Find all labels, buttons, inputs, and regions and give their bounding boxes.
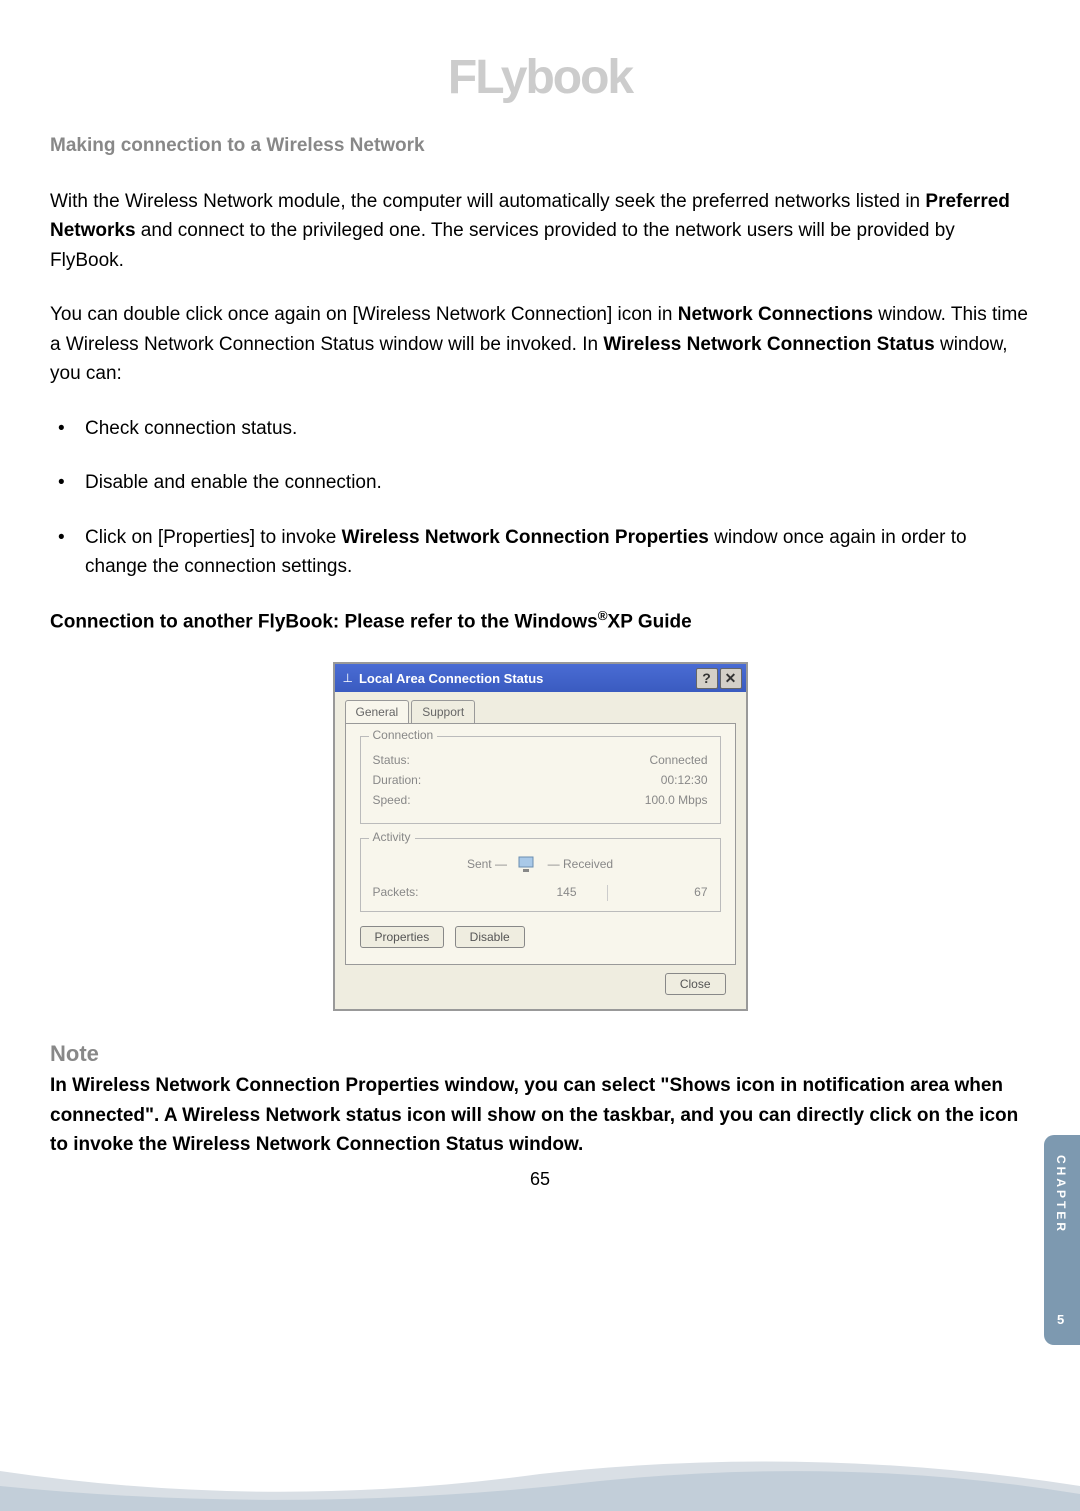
dialog-title: Local Area Connection Status: [359, 671, 694, 686]
sub-a: Connection to another FlyBook: Please re…: [50, 612, 598, 633]
para2-a: You can double click once again on [Wire…: [50, 304, 678, 325]
bullet-2: Disable and enable the connection.: [50, 468, 1030, 497]
connection-fieldset: Connection Status: Connected Duration: 0…: [360, 736, 721, 824]
para1-pre: With the Wireless Network module, the co…: [50, 191, 925, 212]
bullet3-bold: Wireless Network Connection Properties: [342, 527, 709, 548]
status-label: Status:: [373, 753, 410, 767]
status-value: Connected: [649, 753, 707, 767]
sub-heading: Connection to another FlyBook: Please re…: [50, 606, 1030, 637]
sub-sup: ®: [598, 608, 608, 623]
tab-support[interactable]: Support: [411, 700, 475, 723]
status-row: Status: Connected: [373, 753, 708, 767]
section-title: Making connection to a Wireless Network: [50, 135, 1030, 157]
disable-button[interactable]: Disable: [455, 926, 525, 948]
para2-b2: Wireless Network Connection Status: [603, 334, 934, 355]
activity-fieldset: Activity Sent — — Received Packets: 145: [360, 838, 721, 912]
page-number: 65: [50, 1169, 1030, 1190]
note-heading: Note: [50, 1041, 1030, 1067]
speed-row: Speed: 100.0 Mbps: [373, 793, 708, 807]
bullet-3: Click on [Properties] to invoke Wireless…: [50, 523, 1030, 582]
speed-value: 100.0 Mbps: [645, 793, 708, 807]
activity-legend: Activity: [369, 830, 415, 844]
duration-label: Duration:: [373, 773, 422, 787]
packets-divider: [607, 885, 608, 901]
bullet-list: Check connection status. Disable and ena…: [50, 414, 1030, 582]
packets-sent: 145: [507, 885, 597, 901]
help-button[interactable]: ?: [696, 668, 718, 689]
titlebar[interactable]: ⊥ Local Area Connection Status ? ✕: [335, 664, 746, 692]
logo-text: FLybook: [448, 51, 632, 104]
tabs: General Support: [345, 700, 736, 724]
packets-received: 67: [618, 885, 708, 901]
speed-label: Speed:: [373, 793, 411, 807]
paragraph-2: You can double click once again on [Wire…: [50, 300, 1030, 388]
connection-icon: ⊥: [343, 671, 353, 685]
logo: FLybook: [50, 50, 1030, 105]
dialog-button-row: Properties Disable: [360, 926, 721, 948]
chapter-side-tab: CHAPTER 5: [1044, 1135, 1080, 1345]
close-row: Close: [345, 965, 736, 999]
activity-header: Sent — — Received: [373, 855, 708, 875]
dialog-body: General Support Connection Status: Conne…: [335, 692, 746, 1009]
bullet3-a: Click on [Properties] to invoke: [85, 527, 342, 548]
packets-row: Packets: 145 67: [373, 885, 708, 901]
network-activity-icon: [516, 855, 538, 875]
properties-button[interactable]: Properties: [360, 926, 445, 948]
connection-status-dialog: ⊥ Local Area Connection Status ? ✕ Gener…: [333, 662, 748, 1011]
sub-b: XP Guide: [608, 612, 692, 633]
duration-row: Duration: 00:12:30: [373, 773, 708, 787]
duration-value: 00:12:30: [661, 773, 708, 787]
close-icon-button[interactable]: ✕: [720, 668, 742, 689]
bullet-1: Check connection status.: [50, 414, 1030, 443]
connection-legend: Connection: [369, 728, 438, 742]
received-label: Received: [563, 857, 613, 871]
paragraph-1: With the Wireless Network module, the co…: [50, 187, 1030, 275]
note-body: In Wireless Network Connection Propertie…: [50, 1071, 1030, 1159]
bottom-wave-graphic: [0, 1456, 1080, 1511]
side-tab-text: CHAPTER: [1054, 1155, 1068, 1234]
packets-label: Packets:: [373, 885, 507, 901]
para1-post: and connect to the privileged one. The s…: [50, 220, 955, 270]
para2-b1: Network Connections: [678, 304, 873, 325]
side-tab-num: 5: [1057, 1312, 1064, 1327]
sent-label: Sent: [467, 857, 492, 871]
tab-panel: Connection Status: Connected Duration: 0…: [345, 724, 736, 965]
close-button[interactable]: Close: [665, 973, 726, 995]
tab-general[interactable]: General: [345, 700, 410, 723]
